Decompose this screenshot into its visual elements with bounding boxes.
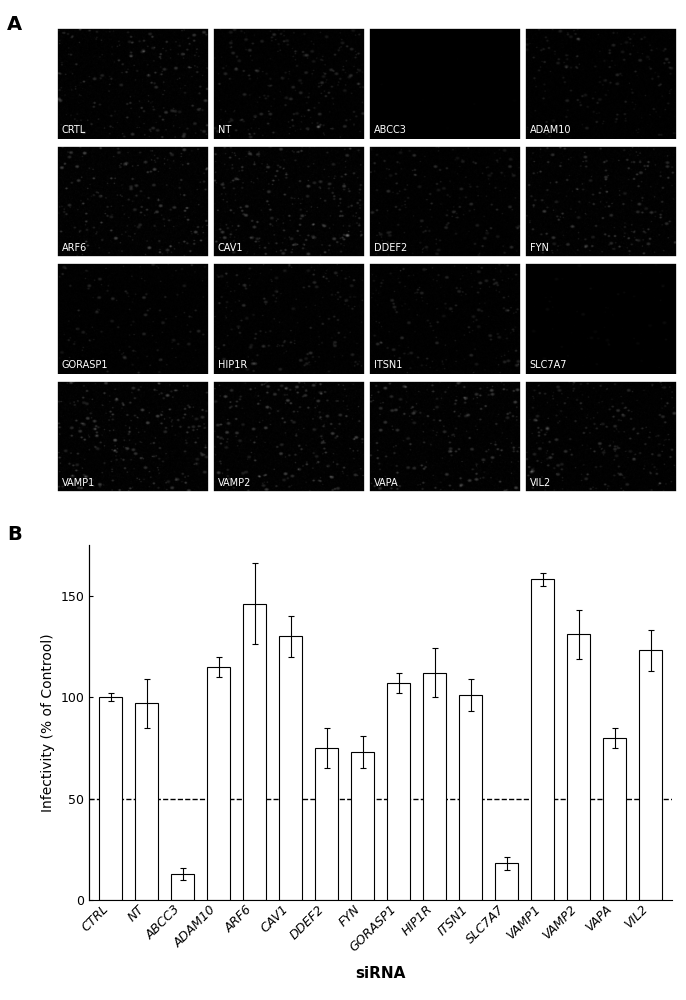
Text: ABCC3: ABCC3 [374, 125, 407, 135]
Text: DDEF2: DDEF2 [374, 243, 407, 253]
Text: ARF6: ARF6 [62, 243, 86, 253]
Text: GORASP1: GORASP1 [62, 360, 108, 370]
Bar [171, 874, 194, 900]
Bar [603, 738, 626, 900]
Bar [531, 579, 554, 900]
Text: A: A [7, 15, 22, 34]
Text: VIL2: VIL2 [530, 478, 551, 488]
Bar [279, 636, 303, 900]
Bar [351, 752, 375, 900]
Bar [495, 863, 519, 900]
Y-axis label: Infectivity (% of Controol): Infectivity (% of Controol) [41, 633, 55, 812]
X-axis label: siRNA: siRNA [355, 966, 406, 981]
Bar [387, 683, 410, 900]
Text: VAMP1: VAMP1 [62, 478, 95, 488]
Text: CRTL: CRTL [62, 125, 86, 135]
Bar [315, 748, 338, 900]
Text: ITSN1: ITSN1 [374, 360, 402, 370]
Text: VAPA: VAPA [374, 478, 399, 488]
Text: SLC7A7: SLC7A7 [530, 360, 567, 370]
Text: CAV1: CAV1 [217, 243, 243, 253]
Text: ADAM10: ADAM10 [530, 125, 571, 135]
Text: NT: NT [217, 125, 230, 135]
Bar [207, 667, 230, 900]
Bar [243, 604, 266, 900]
Bar [423, 673, 447, 900]
Text: FYN: FYN [530, 243, 549, 253]
Bar [639, 650, 663, 900]
Text: VAMP2: VAMP2 [217, 478, 251, 488]
Bar [459, 695, 482, 900]
Bar [135, 703, 158, 900]
Text: HIP1R: HIP1R [217, 360, 247, 370]
Text: B: B [7, 525, 22, 544]
Bar [567, 634, 591, 900]
Bar [99, 697, 123, 900]
